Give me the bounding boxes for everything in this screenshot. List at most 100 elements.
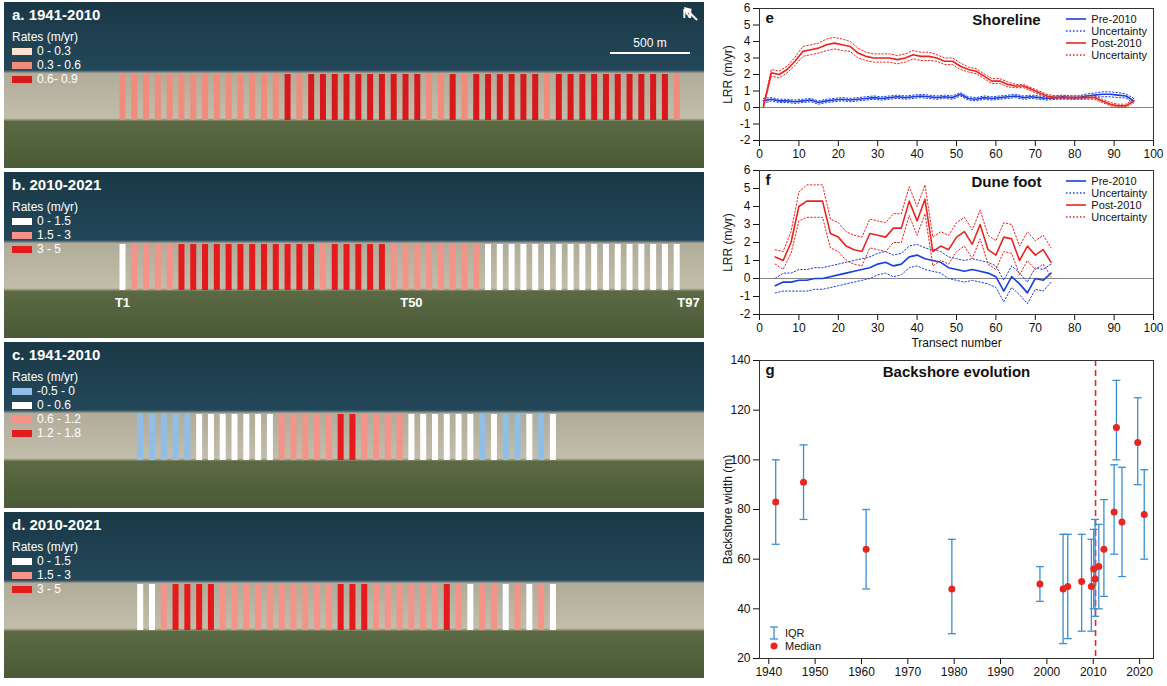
svg-text:4: 4 (744, 34, 751, 48)
html-text:1.5 - 3: 1.5 - 3 (37, 228, 71, 242)
svg-text:T1: T1 (115, 295, 130, 310)
html-text:Rates (m/yr): Rates (m/yr) (12, 370, 78, 384)
svg-text:0: 0 (744, 100, 751, 114)
svg-text:50: 50 (950, 321, 964, 335)
svg-text:2000: 2000 (1034, 665, 1061, 679)
svg-text:80: 80 (1068, 321, 1082, 335)
svg-text:LRR (m/yr): LRR (m/yr) (721, 45, 735, 104)
svg-text:60: 60 (989, 321, 1003, 335)
svg-text:6: 6 (744, 164, 751, 177)
html-text:IQR: IQR (785, 627, 805, 639)
html-text:Pre-2010: Pre-2010 (1091, 175, 1137, 187)
html-text:b. 2010-2021: b. 2010-2021 (12, 176, 102, 193)
html-text:0 - 1.5: 0 - 1.5 (37, 214, 71, 228)
svg-text:Shoreline: Shoreline (972, 11, 1040, 28)
svg-text:1960: 1960 (848, 665, 875, 679)
svg-text:1: 1 (744, 253, 751, 267)
svg-text:e: e (766, 9, 774, 26)
html-text:Post-2010: Post-2010 (1091, 37, 1142, 49)
svg-text:1950: 1950 (802, 665, 829, 679)
svg-text:2010: 2010 (1080, 665, 1107, 679)
html-text:c. 1941-2010: c. 1941-2010 (12, 346, 101, 363)
svg-text:1980: 1980 (941, 665, 968, 679)
html-text:3 - 5: 3 - 5 (37, 242, 61, 256)
svg-text:20: 20 (832, 321, 846, 335)
svg-text:70: 70 (1029, 321, 1043, 335)
html-text:0 - 1.5: 0 - 1.5 (37, 554, 71, 568)
html-text:1.2 - 1.8: 1.2 - 1.8 (37, 426, 81, 440)
svg-text:g: g (766, 361, 775, 378)
svg-text:Backshore width (m): Backshore width (m) (721, 455, 735, 564)
html-text:Uncertainty: Uncertainty (1091, 187, 1147, 199)
svg-text:60: 60 (737, 552, 751, 566)
svg-text:60: 60 (989, 147, 1003, 161)
html-text:Pre-2010: Pre-2010 (1091, 13, 1137, 25)
svg-text:Backshore evolution: Backshore evolution (883, 363, 1031, 380)
html-text:3 - 5: 3 - 5 (37, 582, 61, 596)
svg-text:40: 40 (737, 602, 751, 616)
html-text:0 - 0.3: 0 - 0.3 (37, 44, 71, 58)
svg-text:1970: 1970 (894, 665, 921, 679)
svg-text:90: 90 (1107, 321, 1121, 335)
html-text:Rates (m/yr): Rates (m/yr) (12, 30, 78, 44)
svg-text:30: 30 (871, 321, 885, 335)
svg-text:0: 0 (744, 271, 751, 285)
svg-text:100: 100 (730, 452, 751, 467)
svg-text:20: 20 (737, 651, 751, 665)
svg-text:-1: -1 (740, 117, 751, 131)
svg-text:40: 40 (910, 147, 924, 161)
svg-text:100: 100 (1143, 321, 1163, 335)
html-text:0.6 - 1.2: 0.6 - 1.2 (37, 412, 81, 426)
svg-text:5: 5 (744, 181, 751, 195)
html-text:0.6- 0.9: 0.6- 0.9 (37, 72, 78, 86)
svg-text:100: 100 (1143, 147, 1163, 161)
svg-text:20: 20 (832, 147, 846, 161)
html-text:500 m: 500 m (633, 36, 667, 50)
svg-text:30: 30 (871, 147, 885, 161)
svg-text:3: 3 (744, 51, 751, 65)
svg-text:-1: -1 (740, 289, 751, 303)
html-text:1.5 - 3: 1.5 - 3 (37, 568, 71, 582)
svg-text:40: 40 (910, 321, 924, 335)
svg-text:T97: T97 (677, 295, 699, 310)
svg-text:T50: T50 (400, 295, 422, 310)
svg-text:80: 80 (1068, 147, 1082, 161)
svg-text:10: 10 (792, 147, 806, 161)
svg-text:LRR (m/yr): LRR (m/yr) (721, 213, 735, 272)
html-text:Uncertainty: Uncertainty (1091, 49, 1147, 61)
html-text:d. 2010-2021: d. 2010-2021 (12, 516, 102, 533)
svg-text:2020: 2020 (1126, 665, 1153, 679)
svg-text:3: 3 (744, 217, 751, 231)
svg-text:50: 50 (950, 147, 964, 161)
svg-text:80: 80 (737, 502, 751, 516)
svg-text:5: 5 (744, 18, 751, 32)
svg-text:f: f (766, 171, 772, 188)
svg-text:10: 10 (792, 321, 806, 335)
html-text:Rates (m/yr): Rates (m/yr) (12, 200, 78, 214)
svg-text:0: 0 (756, 147, 763, 161)
svg-text:120: 120 (730, 403, 750, 417)
svg-text:2: 2 (744, 67, 751, 81)
svg-text:90: 90 (1107, 147, 1121, 161)
svg-text:1: 1 (744, 84, 751, 98)
html-text:Post-2010: Post-2010 (1091, 199, 1142, 211)
html-text:a. 1941-2010: a. 1941-2010 (12, 6, 101, 23)
html-text:Rates (m/yr): Rates (m/yr) (12, 540, 78, 554)
html-text:Uncertainty: Uncertainty (1091, 211, 1147, 223)
svg-text:-2: -2 (740, 133, 751, 147)
svg-text:140: 140 (730, 354, 750, 367)
svg-text:4: 4 (744, 199, 751, 213)
html-text:Uncertainty: Uncertainty (1091, 25, 1147, 37)
html-text:0.3 - 0.6: 0.3 - 0.6 (37, 58, 81, 72)
html-text:-0.5 - 0: -0.5 - 0 (37, 384, 75, 398)
svg-text:-2: -2 (740, 307, 751, 321)
svg-text:2: 2 (744, 235, 751, 249)
svg-text:6: 6 (744, 2, 751, 15)
svg-text:Transect number: Transect number (911, 336, 1001, 350)
svg-text:1990: 1990 (987, 665, 1014, 679)
svg-text:0: 0 (756, 321, 763, 335)
html-text:0 - 0.6: 0 - 0.6 (37, 398, 71, 412)
svg-text:Dune foot: Dune foot (972, 173, 1042, 190)
svg-text:1940: 1940 (755, 665, 782, 679)
svg-text:70: 70 (1029, 147, 1043, 161)
